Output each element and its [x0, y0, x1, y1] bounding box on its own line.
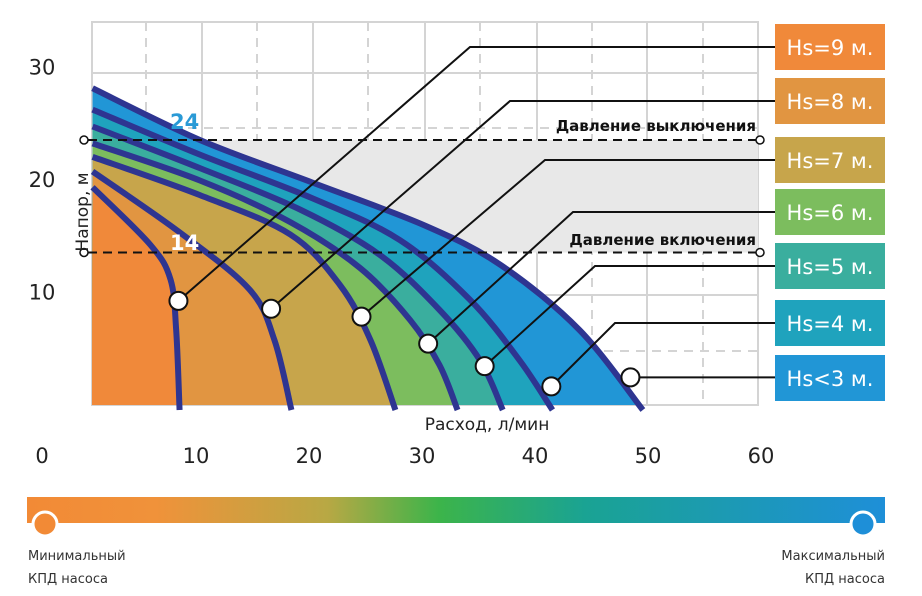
- curve-marker: [168, 290, 189, 311]
- leader-line: [550, 322, 776, 388]
- legend-box: [775, 355, 885, 401]
- x-tick-label: 10: [183, 444, 210, 468]
- pressure-line-end-dot: [755, 135, 765, 145]
- legend-box: [775, 78, 885, 124]
- x-tick-label: 60: [748, 444, 775, 468]
- curve-areas: [92, 88, 643, 410]
- min-efficiency-label-1: Минимальный: [28, 549, 126, 564]
- x-tick-label: 0: [35, 444, 48, 468]
- x-tick-label: 40: [522, 444, 549, 468]
- y-tick-label: 30: [29, 56, 56, 80]
- pressure-on-value: 14: [170, 231, 199, 255]
- legend-box: [775, 300, 885, 346]
- legend-box: [775, 243, 885, 289]
- pump-curve-line: [91, 106, 555, 412]
- efficiency-gradient-bar: [27, 497, 885, 523]
- min-efficiency-label-2: КПД насоса: [28, 572, 108, 587]
- curve-marker: [418, 333, 439, 354]
- legend-label: Hs=4 м.: [787, 312, 874, 336]
- y-axis-title: Напор, м: [73, 172, 93, 251]
- leader-line: [360, 159, 776, 318]
- pump-curve-line: [91, 154, 399, 412]
- y-tick-label: 10: [29, 281, 56, 305]
- curve-area: [92, 187, 180, 410]
- efficiency-scale: Минимальный КПД насоса Максимальный КПД …: [27, 497, 885, 587]
- pressure-on-label: Давление включения: [569, 231, 756, 249]
- leader-line: [270, 100, 776, 310]
- curve-marker: [261, 298, 282, 319]
- legend: Hs=9 м. Hs=8 м. Hs=7 м. Hs=6 м. Hs=5 м. Hs=4 …: [775, 24, 885, 401]
- pump-curve-line: [90, 169, 295, 411]
- leader-lines: [168, 46, 776, 397]
- max-efficiency-label-1: Максимальный: [781, 549, 885, 564]
- curve-marker: [620, 367, 641, 388]
- axis-ticks: 0 10 20 30 40 50 60 10 20 30: [29, 56, 775, 469]
- legend-box: [775, 24, 885, 70]
- curve-marker: [351, 306, 372, 327]
- curve-marker: [541, 376, 562, 397]
- legend-label: Hs=9 м.: [787, 36, 874, 60]
- leader-line: [427, 211, 776, 345]
- leader-line: [177, 46, 776, 302]
- pump-curve-line: [91, 140, 461, 412]
- pressure-off-value: 24: [170, 110, 199, 134]
- legend-label: Hs=8 м.: [787, 90, 874, 114]
- y-tick-label: 20: [29, 168, 56, 192]
- legend-label: Hs=7 м.: [787, 149, 874, 173]
- legend-label: Hs<3 м.: [787, 367, 874, 391]
- pressure-off-label: Давление выключения: [556, 117, 756, 135]
- min-efficiency-marker: [31, 510, 59, 538]
- legend-label: Hs=5 м.: [787, 255, 874, 279]
- legend-box: [775, 189, 885, 235]
- x-tick-label: 50: [635, 444, 662, 468]
- pressure-lines: [79, 135, 765, 258]
- legend-box: [775, 137, 885, 183]
- legend-label: Hs=6 м.: [787, 201, 874, 225]
- curve-marker: [474, 356, 495, 377]
- x-axis-title: Расход, л/мин: [425, 415, 550, 435]
- pump-curve-line: [91, 123, 506, 412]
- pump-curve-line: [90, 185, 183, 411]
- pressure-line-start-dot: [79, 247, 89, 258]
- max-efficiency-marker: [849, 510, 877, 538]
- x-tick-label: 20: [296, 444, 323, 468]
- pressure-line-start-dot: [79, 135, 89, 145]
- max-efficiency-label-2: КПД насоса: [805, 572, 885, 587]
- pressure-line-end-dot: [755, 247, 765, 258]
- x-tick-label: 30: [409, 444, 436, 468]
- leader-line: [483, 265, 776, 367]
